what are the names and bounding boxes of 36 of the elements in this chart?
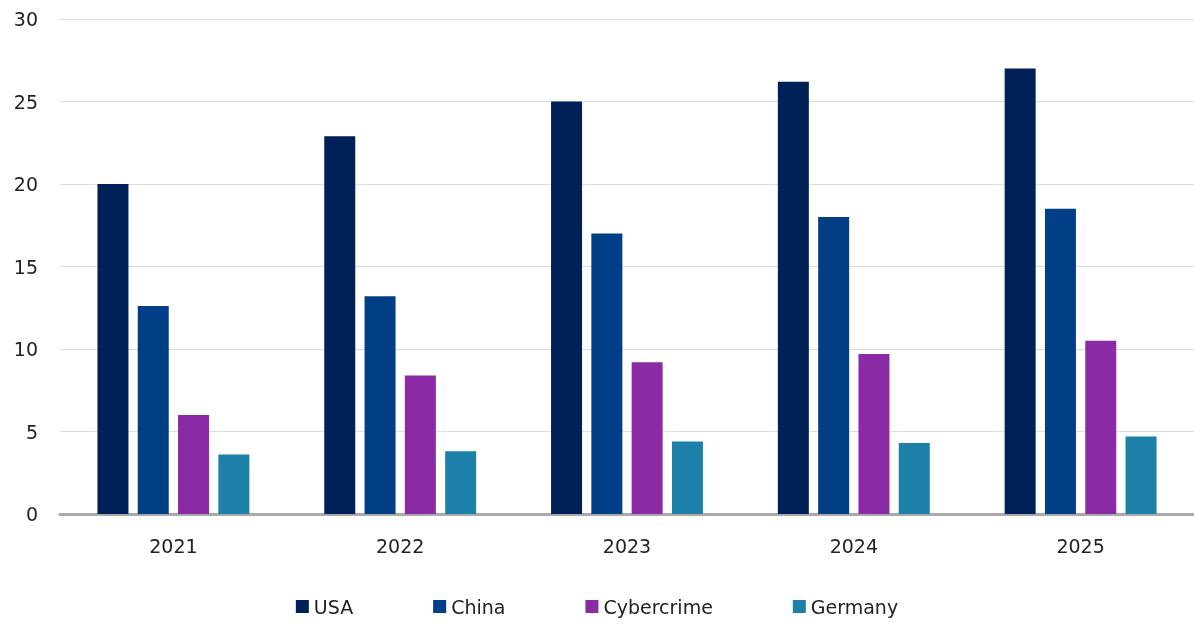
bar	[858, 353, 890, 514]
x-tick-label: 2025	[1056, 534, 1105, 557]
x-tick-label: 2024	[829, 534, 878, 557]
bar	[445, 451, 477, 514]
bar	[178, 415, 210, 514]
bar	[898, 443, 930, 514]
bar	[404, 375, 436, 514]
y-tick-label: 0	[25, 503, 38, 525]
y-tick-label: 30	[13, 8, 38, 30]
y-tick-label: 20	[13, 173, 38, 195]
y-tick-label: 10	[13, 338, 38, 360]
bar	[551, 101, 583, 514]
bar	[1085, 340, 1117, 514]
legend-label: China	[451, 595, 506, 618]
y-tick-label: 15	[13, 255, 38, 278]
x-tick-label: 2022	[376, 534, 425, 557]
bar	[591, 233, 623, 514]
bar	[777, 81, 809, 514]
bar	[818, 217, 850, 514]
bar	[1044, 208, 1076, 514]
legend-label: Cybercrime	[603, 595, 713, 618]
legend-label: Germany	[810, 595, 899, 618]
bar	[324, 136, 356, 514]
bar	[97, 184, 129, 514]
y-tick-label: 25	[13, 90, 38, 113]
bar	[218, 454, 250, 514]
bar	[1004, 68, 1036, 514]
bar	[671, 441, 703, 514]
legend-label: USA	[313, 595, 354, 618]
y-tick-label: 5	[25, 420, 38, 443]
bar	[364, 296, 396, 514]
x-tick-label: 2021	[149, 534, 198, 557]
x-tick-label: 2023	[602, 534, 652, 557]
bar	[1125, 436, 1157, 514]
bar	[137, 306, 169, 514]
bar	[631, 362, 663, 514]
